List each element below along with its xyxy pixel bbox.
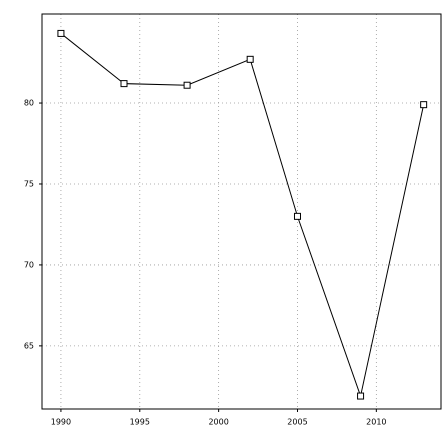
x-tick-label: 2000 xyxy=(208,418,228,427)
marker xyxy=(293,212,301,220)
line xyxy=(60,33,425,398)
y-tick-label: 80 xyxy=(24,99,34,108)
y-tick-label: 65 xyxy=(24,341,34,350)
x-tick-label: 2010 xyxy=(366,418,386,427)
marker xyxy=(120,80,128,88)
y-tick-label: 70 xyxy=(24,260,34,269)
marker xyxy=(246,55,254,63)
marker xyxy=(357,392,365,400)
marker xyxy=(57,29,65,37)
y-tick-label: 75 xyxy=(24,179,34,188)
marker xyxy=(183,81,191,89)
marker xyxy=(420,101,428,109)
x-tick-label: 2005 xyxy=(287,418,307,427)
x-tick-label: 1990 xyxy=(51,418,71,427)
x-tick-label: 1995 xyxy=(130,418,150,427)
plot-frame xyxy=(41,13,442,410)
